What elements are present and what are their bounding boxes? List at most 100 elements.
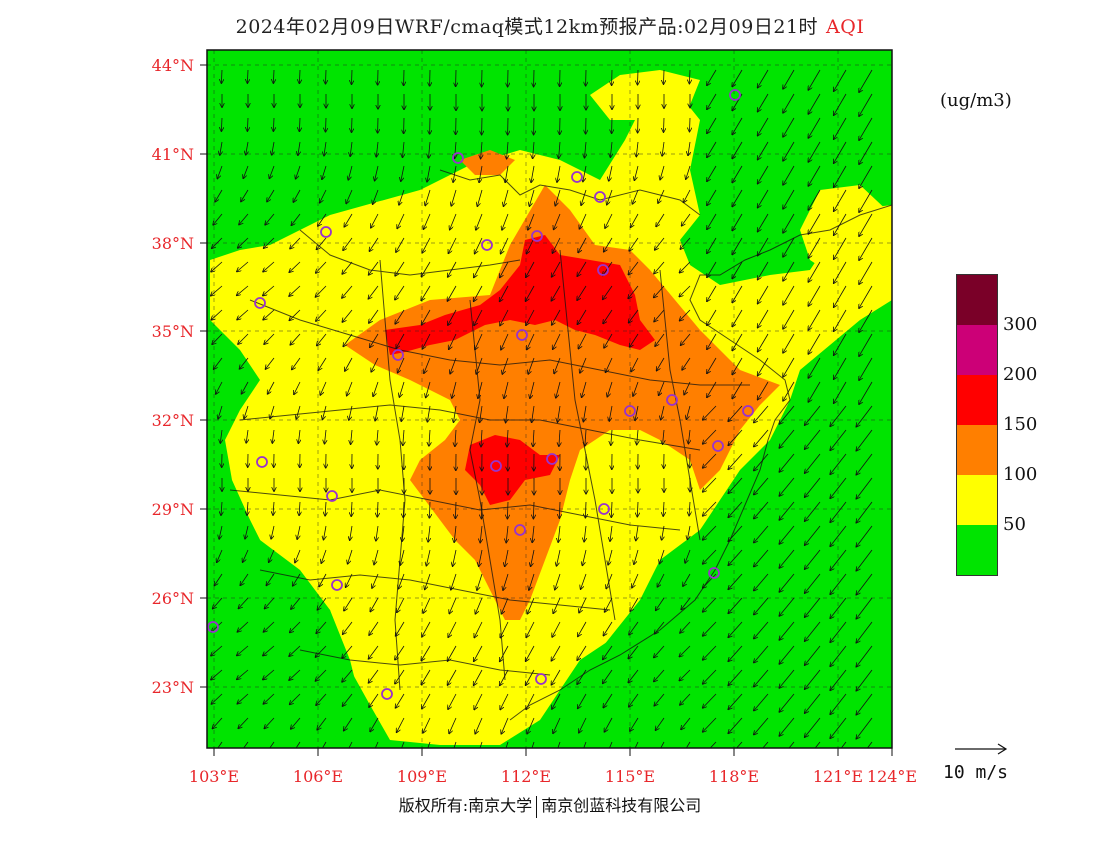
wind-arrow-icon [703,645,717,660]
wind-arrow-icon [779,717,795,736]
wind-arrow-icon [707,381,717,397]
wind-arrow-icon [424,213,431,229]
wind-arrow-icon [429,501,430,518]
wind-arrow-icon [425,189,431,206]
wind-arrow-icon [657,573,665,587]
wind-arrow-icon [758,165,769,184]
wind-arrow-icon [294,381,301,394]
station-marker-icon [256,456,268,468]
station-marker-icon [207,621,219,633]
wind-arrow-icon [788,741,795,748]
wind-arrow-icon [316,693,327,705]
wind-arrow-icon [502,357,509,374]
wind-arrow-icon [347,381,353,396]
wind-arrow-icon [687,525,690,539]
wind-arrow-icon [297,525,301,539]
station-marker-icon [381,688,393,700]
wind-arrow-icon [448,669,457,685]
wind-arrow-icon [317,717,327,730]
wind-arrow-icon [609,405,613,421]
wind-arrow-icon [352,69,353,84]
wind-arrow-icon [611,501,612,517]
wind-arrow-icon [421,669,431,685]
wind-arrow-icon [531,165,535,182]
wind-arrow-icon [558,405,561,422]
wind-arrow-icon [372,573,379,588]
wind-arrow-icon [401,405,405,421]
wind-arrow-icon [451,573,457,590]
wind-arrow-icon [401,165,405,181]
wind-arrow-icon [654,285,665,298]
wind-arrow-icon [707,333,717,349]
wind-arrow-icon [707,237,717,253]
credit-line: 版权所有:南京大学 南京创蓝科技有限公司 [0,792,1100,818]
wind-arrow-icon [628,669,639,683]
wind-arrow-icon [480,525,482,543]
wind-arrow-icon [663,501,664,516]
wind-arrow-icon [343,693,353,706]
legend-swatch-0-50 [957,525,997,575]
wind-arrow-icon [474,261,483,277]
wind-arrow-icon [578,621,587,636]
wind-arrow-icon [211,261,223,272]
wind-arrow-icon [318,213,327,226]
station-marker-icon [531,230,543,242]
station-marker-icon [729,89,741,101]
wind-arrow-icon [758,117,769,136]
wind-arrow-icon [728,573,743,589]
wind-arrow-icon [703,405,717,420]
wind-arrow-icon [736,741,743,748]
wind-arrow-icon [449,597,457,614]
station-marker-icon [597,264,609,276]
wind-arrow-icon [703,693,717,708]
wind-arrow-icon [830,693,847,714]
wind-arrow-icon [662,141,664,156]
wind-arrow-icon [834,237,847,259]
latitude-labels: 44°N 41°N 38°N 35°N 32°N 29°N 26°N 23°N [152,56,194,697]
wind-arrow-icon [604,237,613,252]
wind-arrow-icon [531,549,535,566]
wind-arrow-icon [732,117,743,135]
wind-arrow-icon [475,333,483,350]
wind-arrow-icon [552,621,561,637]
wind-arrow-icon [680,693,691,705]
wind-arrow-icon [402,525,404,541]
wind-arrow-icon [240,573,249,585]
wind-arrow-icon [455,429,456,446]
unit-label: (ug/m3) [940,90,1012,111]
wind-arrow-icon [317,597,327,610]
wind-arrow-icon [610,525,612,541]
wind-arrow-icon [395,645,405,660]
wind-arrow-icon [451,189,457,206]
wind-arrow-icon [369,261,379,275]
wind-reference-arrow-icon [955,743,1008,755]
wind-arrow-icon [453,549,457,566]
wind-arrow-icon [856,621,873,643]
wind-arrow-icon [859,285,873,308]
wind-arrow-icon [316,285,327,297]
wind-arrow-icon [655,237,665,250]
wind-arrow-icon [707,285,717,301]
wind-arrow-icon [299,117,300,131]
wind-arrow-icon [291,597,301,609]
wind-arrow-icon [351,501,352,516]
wind-arrow-icon [507,429,508,447]
wind-arrow-icon [732,189,743,207]
wind-arrow-icon [659,381,665,395]
wind-arrow-icon [728,645,743,661]
wind-arrow-icon [299,501,300,515]
wind-arrow-icon [530,381,535,398]
wind-arrow-icon [582,549,587,565]
wind-arrow-icon [707,261,717,277]
wind-arrow-icon [213,213,223,225]
wind-arrow-icon [783,213,795,233]
credit-left: 版权所有:南京大学 [398,796,533,815]
wind-arrow-icon [505,549,509,566]
wind-arrow-icon [273,117,274,131]
wind-arrow-icon [805,597,821,617]
wind-arrow-icon [396,333,405,348]
wind-arrow-icon [423,597,431,613]
lon-label: 103°E [189,767,239,786]
wind-arrow-icon [557,165,561,182]
